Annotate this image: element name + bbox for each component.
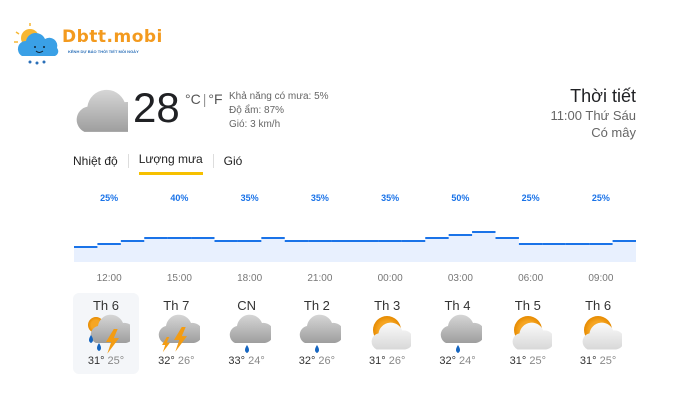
current-temperature: 28	[133, 84, 180, 131]
precip-label: 35%	[381, 193, 399, 203]
time-label: 00:00	[378, 273, 403, 284]
day-temps: 31° 25°	[73, 355, 139, 367]
partly-cloudy-icon	[495, 313, 561, 355]
low-temp: 26°	[318, 355, 336, 367]
header-time: 11:00 Thứ Sáu	[550, 108, 636, 123]
day-card[interactable]: Th 7 32° 26°	[143, 293, 209, 374]
high-temp: 31°	[369, 355, 386, 367]
low-temp: 25°	[529, 355, 546, 367]
low-temp: 26°	[177, 355, 195, 367]
cloud-rain-icon	[214, 313, 280, 355]
unit-toggle: °C | °F	[185, 91, 223, 107]
day-temps: 31° 26°	[354, 355, 420, 367]
tab-bar: Nhiệt độ Lượng mưa Gió	[73, 152, 242, 175]
day-name: Th 4	[444, 298, 471, 313]
header-condition: Có mây	[591, 125, 636, 140]
day-card[interactable]: Th 6 31° 25°	[73, 293, 139, 374]
cloud-rain-icon	[425, 313, 491, 355]
partly-cloudy-icon	[565, 313, 631, 355]
humidity: Độ ẩm: 87%	[229, 105, 285, 116]
high-temp: 31°	[509, 355, 527, 367]
weather-header: Thời tiết 11:00 Thứ Sáu Có mây	[550, 86, 636, 141]
low-temp: 25°	[107, 355, 125, 367]
high-temp: 33°	[228, 355, 246, 367]
high-temp: 32°	[439, 355, 456, 367]
tab-wind[interactable]: Gió	[223, 153, 243, 168]
precip-label: 35%	[241, 193, 259, 203]
day-temps: 31° 25°	[565, 355, 631, 367]
time-label: 03:00	[448, 273, 473, 284]
tab-precipitation[interactable]: Lượng mưa	[138, 152, 203, 175]
precip-label: 25%	[592, 193, 610, 203]
day-name: Th 7	[163, 298, 190, 313]
high-temp: 32°	[298, 355, 316, 367]
day-card[interactable]: Th 4 32° 24°	[425, 293, 491, 374]
celsius-button[interactable]: °C	[185, 91, 201, 107]
wind: Gió: 3 km/h	[229, 119, 281, 130]
day-card[interactable]: Th 2 32° 26°	[284, 293, 350, 374]
logo-text: Dbtt.mobi	[62, 27, 163, 47]
cloudy-icon	[72, 85, 142, 138]
header-title: Thời tiết	[570, 86, 636, 106]
precip-label: 50%	[451, 193, 469, 203]
low-temp: 25°	[599, 355, 617, 367]
logo-tagline: KÊNH DỰ BÁO THỜI TIẾT MỖI NGÀY	[68, 49, 139, 54]
cloud-rain-icon	[284, 313, 350, 355]
day-card[interactable]: Th 3 31° 26°	[354, 293, 420, 374]
day-name: Th 6	[585, 298, 612, 313]
day-temps: 31° 25°	[495, 355, 561, 367]
precipitation-chart: 25% 12:00 40% 15:00 35% 18:00 35% 21:00 35% 00:00…	[74, 193, 636, 284]
time-label: 06:00	[518, 273, 543, 284]
rain-chance: Khả năng có mưa: 5%	[229, 91, 329, 102]
time-label: 21:00	[307, 273, 332, 284]
logo-icon	[14, 23, 59, 65]
high-temp: 31°	[579, 355, 597, 367]
thunderstorm-icon	[143, 313, 209, 355]
precip-area	[74, 232, 636, 262]
time-label: 18:00	[237, 273, 262, 284]
day-name: Th 5	[514, 298, 541, 313]
fahrenheit-button[interactable]: °F	[208, 91, 223, 107]
unit-separator: |	[202, 91, 207, 107]
low-temp: 24°	[459, 355, 476, 367]
precip-label: 25%	[522, 193, 540, 203]
tab-divider	[127, 153, 129, 168]
partly-cloudy-icon	[354, 313, 420, 355]
current-details: Khả năng có mưa: 5% Độ ẩm: 87% Gió: 3 km…	[229, 90, 329, 132]
low-temp: 24°	[248, 355, 265, 367]
day-temps: 32° 24°	[425, 355, 491, 367]
precip-label: 35%	[311, 193, 329, 203]
high-temp: 31°	[87, 355, 105, 367]
day-card[interactable]: CN 33° 24°	[214, 293, 280, 374]
day-temps: 32° 26°	[284, 355, 350, 367]
day-name: Th 6	[92, 298, 119, 313]
high-temp: 32°	[158, 355, 175, 367]
precip-label: 40%	[170, 193, 188, 203]
day-name: CN	[237, 298, 256, 313]
time-label: 12:00	[97, 273, 122, 284]
tab-divider	[212, 153, 214, 168]
day-name: Th 2	[303, 298, 330, 313]
day-card[interactable]: Th 6 31° 25°	[565, 293, 631, 374]
time-label: 09:00	[588, 273, 613, 284]
precip-label: 25%	[100, 193, 118, 203]
tab-temperature[interactable]: Nhiệt độ	[73, 153, 118, 168]
day-name: Th 3	[374, 298, 401, 313]
day-temps: 32° 26°	[143, 355, 209, 367]
day-card[interactable]: Th 5 31° 25°	[495, 293, 561, 374]
day-temps: 33° 24°	[214, 355, 280, 367]
low-temp: 26°	[388, 355, 406, 367]
thunderstorm-sun-rain-icon	[73, 313, 139, 355]
time-label: 15:00	[167, 273, 192, 284]
